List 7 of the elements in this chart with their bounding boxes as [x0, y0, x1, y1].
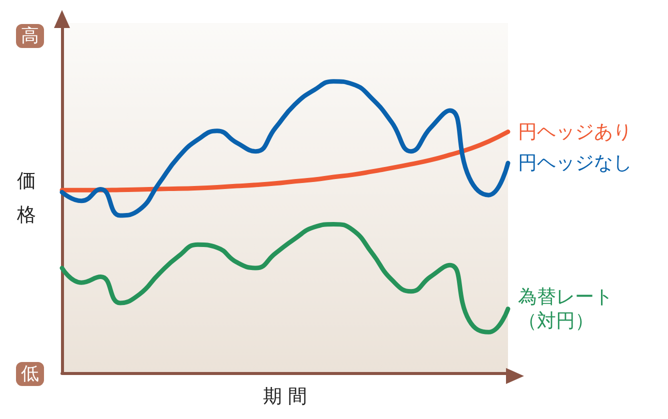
y-axis-title: 価格 [16, 170, 36, 226]
series-label: 為替レート（対円） [518, 286, 613, 332]
x-axis-title: 期 間 [262, 386, 308, 408]
text: 低 [21, 364, 39, 384]
series-label: 円ヘッジなし [518, 152, 632, 174]
text: 高 [21, 26, 39, 46]
series-label: 円ヘッジあり [518, 120, 632, 143]
